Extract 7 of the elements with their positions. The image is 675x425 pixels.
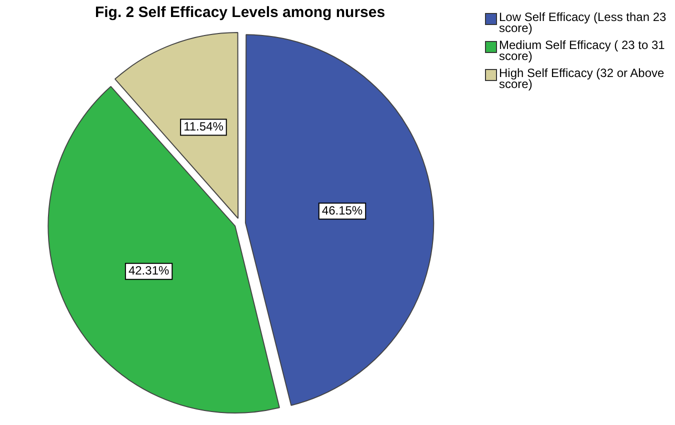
legend-label: High Self Efficacy (32 or Above score) <box>499 66 666 91</box>
legend-label: Low Self Efficacy (Less than 23 score) <box>499 10 668 35</box>
data-label: 46.15% <box>322 203 363 218</box>
legend-label: Medium Self Efficacy ( 23 to 31 score) <box>499 38 666 63</box>
data-label: 11.54% <box>184 120 224 134</box>
chart-title: Fig. 2 Self Efficacy Levels among nurses <box>94 4 386 22</box>
data-label: 42.31% <box>128 264 170 278</box>
